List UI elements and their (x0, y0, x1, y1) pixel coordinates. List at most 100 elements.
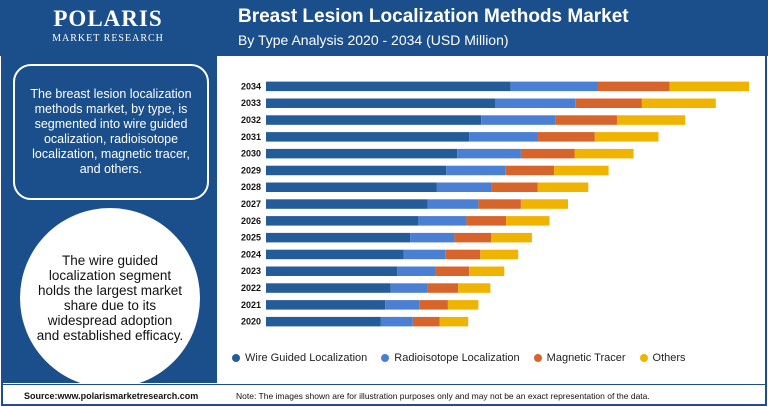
bar-segment (266, 81, 511, 92)
bar-segment (439, 316, 469, 327)
bar-segment (266, 249, 404, 260)
bar-segment (266, 199, 428, 209)
bar-segment (266, 98, 495, 108)
y-tick-label: 2026 (241, 216, 261, 226)
bar-segment (457, 148, 521, 159)
bar-segment (510, 81, 598, 92)
bar-segment (469, 266, 505, 276)
brand-logo[interactable]: POLARIS MARKET RESEARCH (0, 0, 216, 56)
bar-segment (447, 300, 479, 310)
legend-swatch (232, 354, 240, 362)
y-tick-label: 2024 (241, 249, 261, 259)
bar-segment (575, 98, 642, 108)
legend-label: Magnetic Tracer (546, 352, 626, 364)
bar-segment (520, 199, 568, 209)
y-tick-label: 2027 (241, 199, 261, 209)
bar-segment (397, 266, 436, 276)
y-tick-label: 2025 (241, 233, 261, 243)
bar-segment (555, 115, 617, 125)
y-tick-label: 2031 (241, 132, 261, 142)
bar-segment (480, 249, 519, 260)
legend-label: Radioisotope Localization (394, 352, 520, 364)
bar-segment (380, 316, 413, 327)
bar-segment (537, 132, 595, 142)
bar-segment (266, 132, 470, 142)
chart-legend: Wire Guided Localization Radioisotope Loc… (232, 350, 762, 366)
bar-segment (466, 216, 507, 226)
brand-name: POLARIS (53, 6, 163, 31)
y-tick-label: 2033 (241, 98, 261, 108)
brand-tagline: MARKET RESEARCH (52, 33, 164, 44)
bar-segment (537, 182, 589, 192)
summary-text: The breast lesion localization methods m… (30, 87, 192, 176)
chart-title: Breast Lesion Localization Methods Marke… (238, 6, 629, 27)
legend-swatch (381, 354, 390, 362)
bar-segment (506, 216, 550, 226)
bar-segment (266, 232, 411, 243)
bar-segment (481, 115, 556, 125)
bar-segment (505, 165, 555, 176)
y-tick-label: 2032 (241, 115, 261, 125)
y-tick-label: 2022 (241, 283, 261, 293)
bar-segment (266, 165, 447, 176)
bar-segment (491, 232, 532, 243)
chart-subtitle: By Type Analysis 2020 - 2034 (USD Millio… (238, 32, 509, 48)
disclaimer-note: Note: The images shown are for illustrat… (236, 391, 650, 401)
legend-item: Magnetic Tracer (533, 350, 626, 366)
bar-segment (436, 182, 492, 192)
bar-segment (458, 283, 491, 293)
bar-segment (495, 98, 576, 108)
bar-segment (554, 165, 609, 176)
legend-item: Others (639, 350, 686, 366)
y-tick-label: 2028 (241, 182, 261, 192)
bar-segment (520, 148, 575, 159)
bar-segment (266, 115, 482, 125)
legend-item: Wire Guided Localization (232, 350, 367, 366)
legend-label: Wire Guided Localization (245, 352, 368, 364)
bar-segment (446, 165, 506, 176)
legend-label: Others (652, 352, 686, 364)
bar-segment (594, 132, 659, 142)
y-tick-label: 2030 (241, 149, 261, 159)
bar-segment (266, 283, 391, 293)
bar-segment (418, 216, 467, 226)
y-tick-label: 2023 (241, 266, 261, 276)
y-tick-label: 2020 (241, 317, 261, 327)
bar-segment (478, 199, 521, 209)
y-tick-label: 2034 (241, 81, 261, 91)
bar-segment (266, 300, 386, 310)
stacked-bar-chart: 2034 2033 2032 2031 2030 2029 2028 2027 2026 2025… (241, 81, 749, 327)
y-tick-label: 2029 (241, 165, 261, 175)
legend-item: Radioisotope Localization (381, 350, 520, 366)
source-text[interactable]: Source:www.polarismarketresearch.com (24, 391, 199, 401)
bar-segment (390, 283, 428, 293)
footer-divider (3, 384, 765, 385)
bar-segment (266, 182, 437, 192)
header-banner: POLARIS MARKET RESEARCH Breast Lesion Lo… (0, 0, 768, 56)
legend-swatch (639, 354, 648, 362)
bar-segment (597, 81, 670, 92)
left-info-panel: The breast lesion localization methods m… (3, 56, 217, 388)
highlight-text: The wire guided localization segment hol… (36, 253, 184, 343)
bar-segment (266, 266, 398, 276)
bar-segment (385, 300, 420, 310)
bar-segment (435, 266, 470, 276)
bar-segment (641, 98, 716, 108)
bar-segment (469, 132, 538, 142)
bar-segment (266, 148, 458, 159)
bar-segment (445, 249, 481, 260)
bar-segment (427, 283, 459, 293)
bar-segment (266, 316, 381, 327)
bar-segment (419, 300, 448, 310)
bar-segment (403, 249, 446, 260)
legend-swatch (533, 354, 542, 362)
bar-segment (266, 216, 419, 226)
y-tick-label: 2021 (241, 300, 261, 310)
summary-box: The breast lesion localization methods m… (13, 64, 209, 200)
bar-segment (616, 115, 686, 125)
bar-segment (410, 232, 455, 243)
bar-segment (669, 81, 749, 92)
bar-segment (491, 182, 538, 192)
bar-segment (412, 316, 440, 327)
bar-segment (427, 199, 479, 209)
